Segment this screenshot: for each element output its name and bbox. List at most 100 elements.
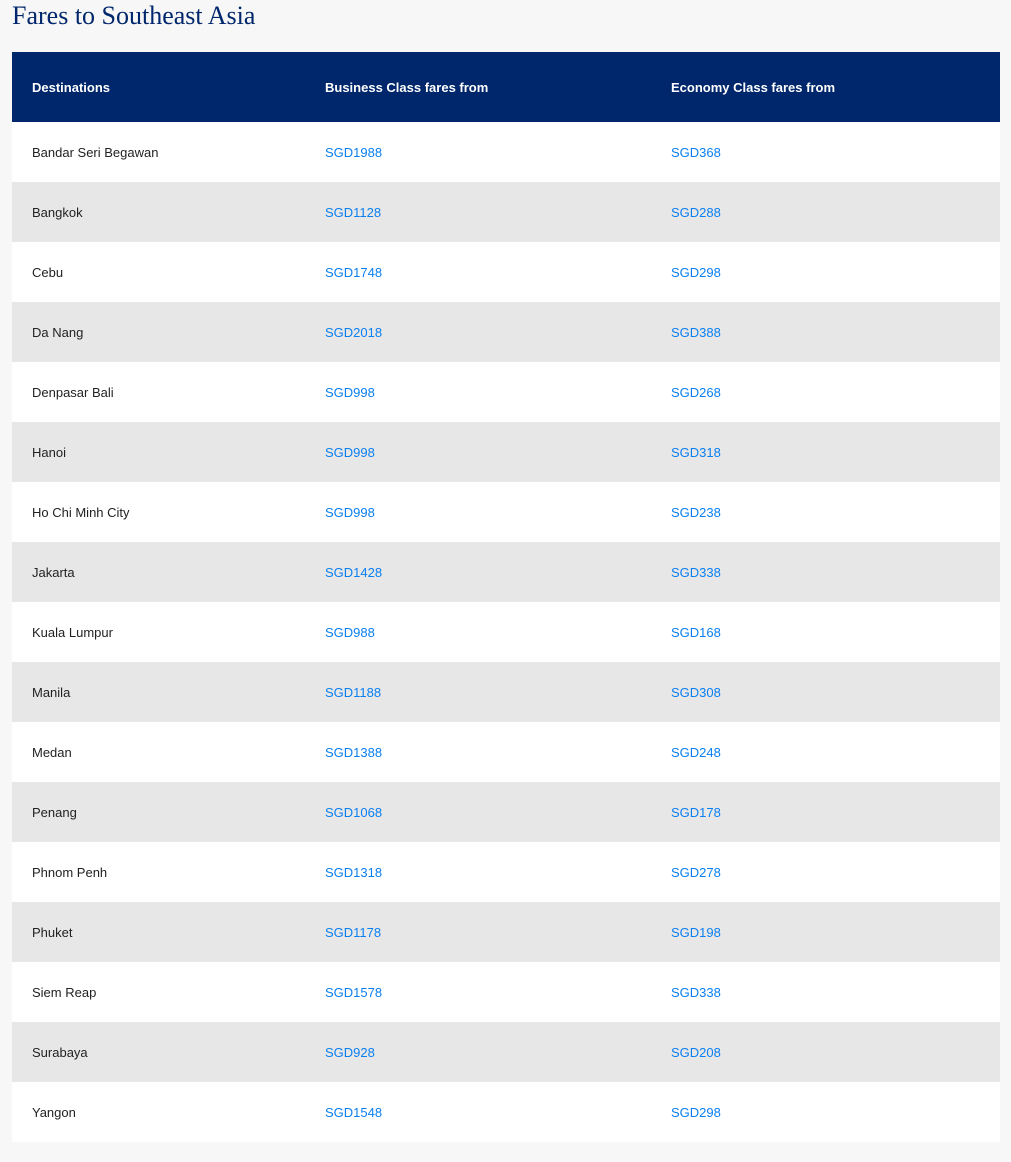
business-fare-cell: SGD998 — [305, 362, 651, 422]
table-row: Bangkok SGD1128 SGD288 — [12, 182, 1000, 242]
economy-fare-link[interactable]: SGD388 — [671, 324, 721, 340]
table-row: Da Nang SGD2018 SGD388 — [12, 302, 1000, 362]
table-row: Penang SGD1068 SGD178 — [12, 782, 1000, 842]
economy-fare-cell: SGD318 — [651, 422, 1000, 482]
economy-fare-cell: SGD278 — [651, 842, 1000, 902]
economy-fare-cell: SGD338 — [651, 962, 1000, 1022]
page-title: Fares to Southeast Asia — [12, 1, 256, 30]
economy-fare-link[interactable]: SGD308 — [671, 684, 721, 700]
business-fare-link[interactable]: SGD1578 — [325, 984, 383, 1000]
business-fare-cell: SGD1388 — [305, 722, 651, 782]
economy-fare-link[interactable]: SGD238 — [671, 504, 721, 520]
table-row: Ho Chi Minh City SGD998 SGD238 — [12, 482, 1000, 542]
business-fare-link[interactable]: SGD1388 — [325, 744, 383, 760]
economy-fare-link[interactable]: SGD278 — [671, 864, 721, 880]
table-row: Siem Reap SGD1578 SGD338 — [12, 962, 1000, 1022]
table-row: Cebu SGD1748 SGD298 — [12, 242, 1000, 302]
destination-cell: Phuket — [12, 902, 305, 962]
table-row: Kuala Lumpur SGD988 SGD168 — [12, 602, 1000, 662]
economy-fare-cell: SGD178 — [651, 782, 1000, 842]
economy-fare-cell: SGD268 — [651, 362, 1000, 422]
economy-fare-cell: SGD298 — [651, 1082, 1000, 1142]
business-fare-link[interactable]: SGD1748 — [325, 264, 383, 280]
table-row: Medan SGD1388 SGD248 — [12, 722, 1000, 782]
business-fare-link[interactable]: SGD1318 — [325, 864, 383, 880]
destination-cell: Siem Reap — [12, 962, 305, 1022]
economy-fare-link[interactable]: SGD368 — [671, 144, 721, 160]
table-row: Phnom Penh SGD1318 SGD278 — [12, 842, 1000, 902]
destination-cell: Surabaya — [12, 1022, 305, 1082]
destination-cell: Da Nang — [12, 302, 305, 362]
destination-cell: Jakarta — [12, 542, 305, 602]
economy-fare-link[interactable]: SGD288 — [671, 204, 721, 220]
destination-cell: Hanoi — [12, 422, 305, 482]
business-fare-link[interactable]: SGD998 — [325, 444, 375, 460]
economy-fare-cell: SGD198 — [651, 902, 1000, 962]
destination-cell: Manila — [12, 662, 305, 722]
economy-fare-link[interactable]: SGD168 — [671, 624, 721, 640]
economy-fare-cell: SGD208 — [651, 1022, 1000, 1082]
business-fare-cell: SGD988 — [305, 602, 651, 662]
business-fare-link[interactable]: SGD998 — [325, 504, 375, 520]
business-fare-cell: SGD2018 — [305, 302, 651, 362]
economy-fare-link[interactable]: SGD298 — [671, 1104, 721, 1120]
business-fare-link[interactable]: SGD928 — [325, 1044, 375, 1060]
destination-cell: Bangkok — [12, 182, 305, 242]
table-header-row: Destinations Business Class fares from E… — [12, 52, 1000, 122]
economy-fare-cell: SGD338 — [651, 542, 1000, 602]
table-row: Bandar Seri Begawan SGD1988 SGD368 — [12, 122, 1000, 182]
business-fare-link[interactable]: SGD1068 — [325, 804, 383, 820]
economy-fare-cell: SGD368 — [651, 122, 1000, 182]
business-fare-cell: SGD928 — [305, 1022, 651, 1082]
business-fare-cell: SGD1318 — [305, 842, 651, 902]
destination-cell: Denpasar Bali — [12, 362, 305, 422]
table-row: Yangon SGD1548 SGD298 — [12, 1082, 1000, 1142]
destination-cell: Kuala Lumpur — [12, 602, 305, 662]
business-fare-link[interactable]: SGD1178 — [325, 924, 382, 940]
business-fare-link[interactable]: SGD998 — [325, 384, 375, 400]
economy-fare-link[interactable]: SGD338 — [671, 984, 721, 1000]
business-fare-cell: SGD1748 — [305, 242, 651, 302]
economy-fare-link[interactable]: SGD318 — [671, 444, 721, 460]
business-fare-link[interactable]: SGD2018 — [325, 324, 383, 340]
business-fare-link[interactable]: SGD1548 — [325, 1104, 383, 1120]
economy-fare-link[interactable]: SGD248 — [671, 744, 721, 760]
header-economy-fares: Economy Class fares from — [651, 52, 1000, 122]
business-fare-cell: SGD998 — [305, 422, 651, 482]
header-destinations: Destinations — [12, 52, 305, 122]
economy-fare-link[interactable]: SGD198 — [671, 924, 721, 940]
destination-cell: Phnom Penh — [12, 842, 305, 902]
economy-fare-link[interactable]: SGD338 — [671, 564, 721, 580]
business-fare-cell: SGD1578 — [305, 962, 651, 1022]
economy-fare-link[interactable]: SGD268 — [671, 384, 721, 400]
business-fare-cell: SGD1988 — [305, 122, 651, 182]
economy-fare-link[interactable]: SGD178 — [671, 804, 721, 820]
business-fare-link[interactable]: SGD1428 — [325, 564, 383, 580]
business-fare-cell: SGD1548 — [305, 1082, 651, 1142]
table-row: Phuket SGD1178 SGD198 — [12, 902, 1000, 962]
business-fare-cell: SGD1128 — [305, 182, 651, 242]
economy-fare-cell: SGD308 — [651, 662, 1000, 722]
business-fare-cell: SGD1068 — [305, 782, 651, 842]
economy-fare-cell: SGD168 — [651, 602, 1000, 662]
table-row: Denpasar Bali SGD998 SGD268 — [12, 362, 1000, 422]
business-fare-link[interactable]: SGD1128 — [325, 204, 382, 220]
economy-fare-cell: SGD288 — [651, 182, 1000, 242]
economy-fare-link[interactable]: SGD208 — [671, 1044, 721, 1060]
destination-cell: Ho Chi Minh City — [12, 482, 305, 542]
table-row: Surabaya SGD928 SGD208 — [12, 1022, 1000, 1082]
economy-fare-link[interactable]: SGD298 — [671, 264, 721, 280]
economy-fare-cell: SGD248 — [651, 722, 1000, 782]
destination-cell: Yangon — [12, 1082, 305, 1142]
table-row: Hanoi SGD998 SGD318 — [12, 422, 1000, 482]
table-row: Jakarta SGD1428 SGD338 — [12, 542, 1000, 602]
business-fare-cell: SGD998 — [305, 482, 651, 542]
table-row: Manila SGD1188 SGD308 — [12, 662, 1000, 722]
destination-cell: Penang — [12, 782, 305, 842]
business-fare-link[interactable]: SGD988 — [325, 624, 375, 640]
business-fare-link[interactable]: SGD1188 — [325, 684, 382, 700]
business-fare-cell: SGD1178 — [305, 902, 651, 962]
business-fare-link[interactable]: SGD1988 — [325, 144, 383, 160]
header-business-fares: Business Class fares from — [305, 52, 651, 122]
economy-fare-cell: SGD388 — [651, 302, 1000, 362]
